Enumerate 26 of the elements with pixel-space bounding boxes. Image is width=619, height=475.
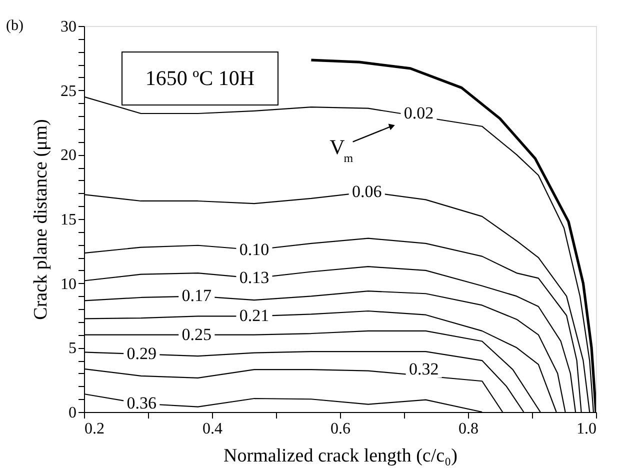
y-tick-label: 0: [68, 404, 76, 422]
x-tick-label: 0.8: [458, 420, 478, 438]
x-tick-label: 0.6: [330, 420, 350, 438]
y-tick-label: 15: [60, 212, 76, 228]
y-tick-label: 30: [60, 18, 76, 36]
annotation: 0.10: [239, 240, 270, 259]
y-axis-title: Crack plane distance (μm): [30, 119, 52, 320]
annotation: 0.32: [408, 360, 439, 379]
text: (b): [6, 18, 24, 34]
annotation: 0.17: [182, 286, 212, 306]
annotation: 1650 ºC 10H: [145, 66, 255, 90]
y-tick-label: 10: [60, 276, 76, 293]
y-tick-label: 25: [60, 82, 76, 100]
annotation: 0.36: [126, 394, 156, 413]
annotation: 0.02: [404, 103, 434, 122]
annotation: 0.06: [352, 182, 382, 201]
annotation: 0.21: [239, 306, 270, 326]
x-tick-label: 1.0: [576, 420, 596, 438]
annotation: 0.25: [182, 324, 212, 344]
x-tick-label: 0.4: [202, 420, 222, 438]
x-tick-label: 0.2: [84, 420, 104, 438]
x-axis-title: Normalized crack length (c/c₀): [224, 446, 458, 466]
y-tick-label: 5: [68, 340, 76, 358]
y-tick-label: 20: [60, 147, 76, 164]
annotation: 0.13: [239, 268, 270, 288]
annotation: 0.29: [126, 344, 156, 364]
